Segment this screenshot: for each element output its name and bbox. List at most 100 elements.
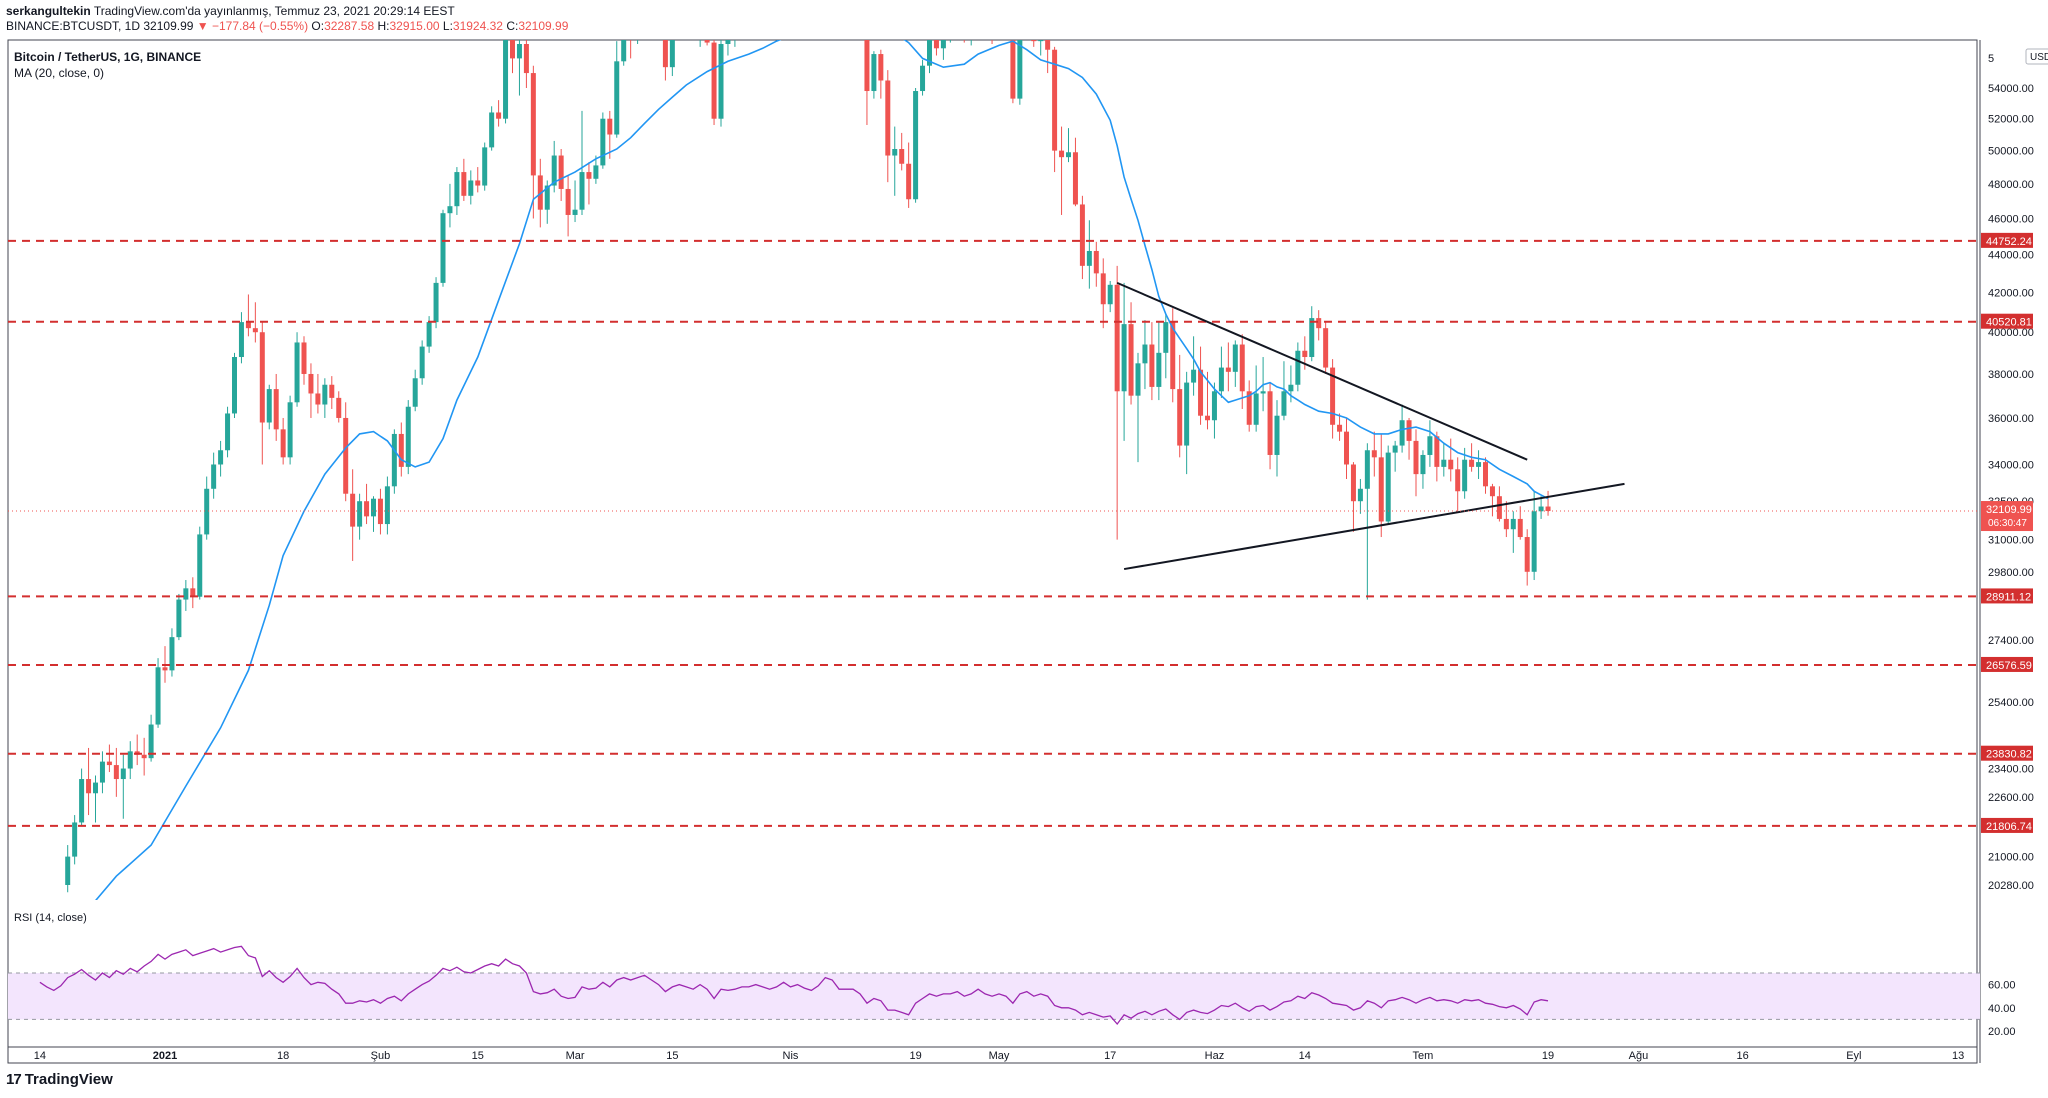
candle-up <box>99 761 105 783</box>
price-tick-label: 29800.00 <box>1988 567 2034 579</box>
currency-badge[interactable] <box>2025 48 2048 65</box>
candle-down <box>259 332 265 423</box>
rsi-line <box>39 945 1549 1026</box>
time-tick-label: 19 <box>1542 1050 1554 1062</box>
ohlc-open-key: O: <box>311 19 325 33</box>
time-tick-label: Mar <box>566 1050 585 1062</box>
time-tick-label: Ağu <box>1629 1050 1649 1062</box>
price-tick-label: 21000.00 <box>1988 852 2034 864</box>
last-price-tag <box>1981 501 2033 532</box>
time-tick-label: 14 <box>34 1050 46 1062</box>
candle-down <box>1031 40 1037 42</box>
candle-up <box>1156 352 1162 387</box>
candle-up <box>725 40 731 44</box>
candle-up <box>795 0 800 6</box>
candle-down <box>141 754 147 759</box>
candle-up <box>1392 445 1398 453</box>
time-tick-label: 18 <box>277 1050 289 1062</box>
candle-down <box>1205 415 1210 421</box>
candle-down <box>864 40 870 92</box>
candle-up <box>238 322 244 358</box>
candle-down <box>343 417 349 494</box>
candle-up <box>155 667 161 725</box>
level-price-label: 28911.12 <box>1986 591 2031 603</box>
price-tick-label: 22600.00 <box>1988 792 2034 804</box>
ohlc-low-key: L: <box>442 19 453 33</box>
candle-up <box>468 180 474 196</box>
candle-up <box>739 20 744 30</box>
ohlc-high-key: H: <box>377 19 390 33</box>
candle-up <box>426 322 432 347</box>
candle-up <box>287 402 293 458</box>
candle-up <box>781 0 786 12</box>
candle-up <box>1427 436 1433 455</box>
time-tick-label: 15 <box>472 1050 484 1062</box>
candle-down <box>1246 391 1252 425</box>
candle-down <box>1316 318 1322 329</box>
candle-up <box>79 779 85 823</box>
price-tick-label: 25400.00 <box>1988 697 2034 709</box>
candle-down <box>1225 367 1231 372</box>
rsi-pane[interactable] <box>39 945 1549 1026</box>
candle-up <box>127 751 133 769</box>
candle-down <box>530 73 536 176</box>
tradingview-brand: TradingView <box>24 1071 113 1088</box>
candle-up <box>940 40 946 49</box>
candle-up <box>732 30 737 40</box>
candle-down <box>704 40 710 43</box>
candle-down <box>190 588 196 597</box>
candle-up <box>322 384 328 405</box>
time-tick-label: 19 <box>909 1050 921 1062</box>
ohlc-open-value: 32287.58 <box>324 19 375 33</box>
tradingview-footer[interactable]: 17 TradingView <box>6 1071 113 1088</box>
level-price-label: 40520.81 <box>1986 317 2032 329</box>
tradingview-logo-icon: 17 <box>6 1071 22 1088</box>
candle-down <box>1496 496 1502 519</box>
level-price-label: 26576.59 <box>1986 660 2032 672</box>
candle-up <box>120 768 126 780</box>
candle-down <box>607 118 613 135</box>
candle-down <box>1093 250 1099 274</box>
candle-down <box>1010 40 1016 99</box>
candle-down <box>1448 459 1454 470</box>
candle-down <box>1323 328 1329 368</box>
candle-up <box>503 40 509 119</box>
rsi-tick-label: 40.00 <box>1988 1003 2016 1015</box>
candle-up <box>93 782 98 794</box>
candle-up <box>225 413 231 451</box>
candle-up <box>1399 420 1405 446</box>
candle-up <box>1309 318 1315 358</box>
candle-up <box>412 378 418 407</box>
candle-up <box>440 213 446 283</box>
candle-down <box>906 163 912 200</box>
time-tick-label: Şub <box>371 1050 391 1062</box>
candle-up <box>677 12 682 24</box>
candle-down <box>691 20 696 31</box>
level-price-label: 44752.24 <box>1986 236 2032 248</box>
candle-down <box>113 765 119 780</box>
candle-down <box>1545 506 1551 512</box>
ma-20-line <box>95 40 1549 900</box>
candle-down <box>558 155 564 189</box>
candle-up <box>1107 284 1113 305</box>
candle-down <box>990 26 995 32</box>
candle-up <box>948 31 953 32</box>
author-name[interactable]: serkangultekin <box>6 4 91 18</box>
candle-down <box>1239 344 1245 392</box>
candle-down <box>878 54 884 81</box>
candle-up <box>816 0 821 10</box>
candle-up <box>572 209 578 215</box>
candle-down <box>1344 431 1349 465</box>
candle-up <box>218 450 224 465</box>
candle-up <box>232 357 237 414</box>
candle-up <box>1232 344 1238 372</box>
candle-down <box>106 761 112 766</box>
level-price-label: 23830.82 <box>1986 749 2032 761</box>
candle-up <box>183 588 189 600</box>
candle-down <box>1406 420 1412 441</box>
level-price-tag <box>1981 232 2033 248</box>
price-pane[interactable] <box>8 0 1980 925</box>
candle-up <box>955 26 960 32</box>
publish-info: serkangultekin TradingView.com'da yayınl… <box>6 4 455 18</box>
